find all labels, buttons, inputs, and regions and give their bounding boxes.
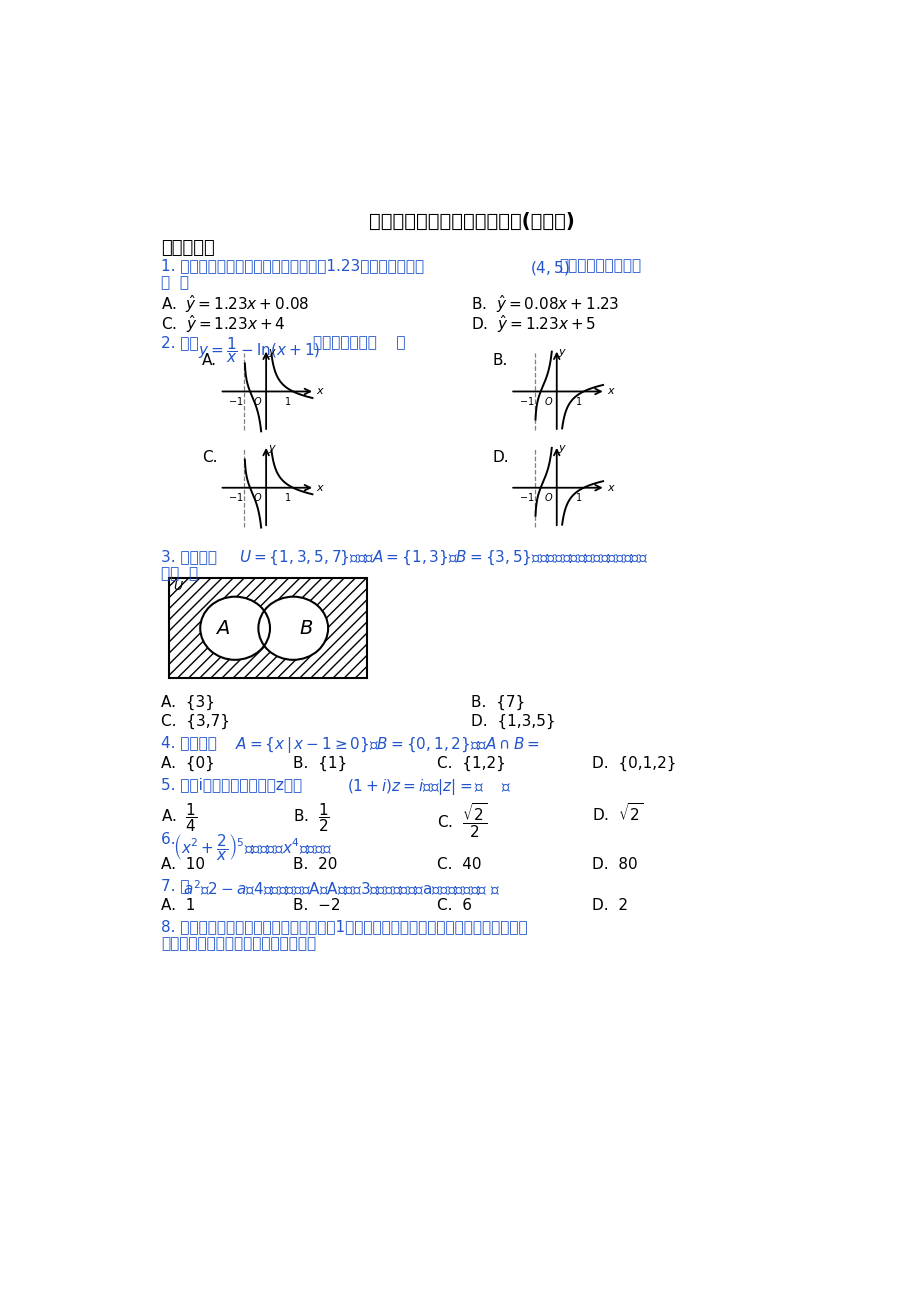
Ellipse shape bbox=[258, 596, 328, 660]
Text: B.  20: B. 20 bbox=[293, 857, 337, 872]
Text: $(1+i)z=i$，则$|z|=$（    ）: $(1+i)z=i$，则$|z|=$（ ） bbox=[347, 777, 512, 797]
Text: $1$: $1$ bbox=[284, 395, 291, 406]
Text: D.: D. bbox=[492, 449, 508, 465]
Text: 的图象大致为（    ）: 的图象大致为（ ） bbox=[312, 335, 404, 350]
Text: D.  $\hat{y}=1.23x+5$: D. $\hat{y}=1.23x+5$ bbox=[471, 314, 596, 335]
Text: 为（  ）: 为（ ） bbox=[162, 566, 199, 581]
Text: A.  $\dfrac{1}{4}$: A. $\dfrac{1}{4}$ bbox=[162, 802, 198, 835]
Text: $y$: $y$ bbox=[558, 444, 567, 456]
Text: B.  $\hat{y}=0.08x+1.23$: B. $\hat{y}=0.08x+1.23$ bbox=[471, 293, 619, 315]
Text: C.  {1,2}: C. {1,2} bbox=[437, 755, 505, 771]
Text: D.  {1,3,5}: D. {1,3,5} bbox=[471, 713, 555, 729]
Text: $1$: $1$ bbox=[574, 395, 582, 406]
Text: 7. 由: 7. 由 bbox=[162, 879, 190, 893]
Text: $-1$: $-1$ bbox=[518, 395, 534, 406]
Text: B.  −2: B. −2 bbox=[293, 898, 340, 913]
Text: A.  1: A. 1 bbox=[162, 898, 196, 913]
Text: A.  {0}: A. {0} bbox=[162, 755, 215, 771]
Ellipse shape bbox=[200, 596, 269, 660]
Text: ，则回归直线方程为: ，则回归直线方程为 bbox=[559, 259, 641, 273]
Text: 8. 如图所示，网格纸上小正方形的边长为1，粗线画出的是由一个棱柱挖去一个棱锥后的: 8. 如图所示，网格纸上小正方形的边长为1，粗线画出的是由一个棱柱挖去一个棱锥后… bbox=[162, 919, 528, 935]
Text: 2. 函数: 2. 函数 bbox=[162, 335, 199, 350]
Text: $O$: $O$ bbox=[543, 395, 552, 406]
Text: 3. 已知全集: 3. 已知全集 bbox=[162, 549, 217, 564]
Text: A.: A. bbox=[201, 353, 217, 368]
Text: $1$: $1$ bbox=[574, 491, 582, 503]
Text: A.  {3}: A. {3} bbox=[162, 695, 215, 711]
Text: C.: C. bbox=[201, 449, 217, 465]
Text: B.: B. bbox=[492, 353, 507, 368]
Text: $O$: $O$ bbox=[253, 395, 262, 406]
Text: C.  $\dfrac{\sqrt{2}}{2}$: C. $\dfrac{\sqrt{2}}{2}$ bbox=[437, 802, 486, 840]
Text: D.  {0,1,2}: D. {0,1,2} bbox=[591, 755, 675, 771]
Text: C.  {3,7}: C. {3,7} bbox=[162, 713, 231, 729]
Text: $-1$: $-1$ bbox=[228, 491, 244, 503]
Text: 5. 已知i为虚数单位，复数z满足: 5. 已知i为虚数单位，复数z满足 bbox=[162, 777, 302, 792]
Text: 一、选择题: 一、选择题 bbox=[162, 240, 215, 258]
Text: C.  $\hat{y}=1.23x+4$: C. $\hat{y}=1.23x+4$ bbox=[162, 314, 286, 335]
Text: $U=\{1,3,5,7\}$，集合$A=\{1,3\}$，$B=\{3,5\}$，则如图所示阴影区域表示的集合: $U=\{1,3,5,7\}$，集合$A=\{1,3\}$，$B=\{3,5\}… bbox=[239, 549, 648, 568]
Text: $y$: $y$ bbox=[267, 444, 277, 456]
Text: D.  $\sqrt{2}$: D. $\sqrt{2}$ bbox=[591, 802, 642, 823]
Text: $1$: $1$ bbox=[284, 491, 291, 503]
Text: B.  {1}: B. {1} bbox=[293, 755, 347, 771]
Text: A.  $\hat{y}=1.23x+0.08$: A. $\hat{y}=1.23x+0.08$ bbox=[162, 293, 310, 315]
Bar bbox=[169, 578, 367, 678]
Text: $x$: $x$ bbox=[316, 483, 325, 492]
Text: D.  2: D. 2 bbox=[591, 898, 627, 913]
Text: A.  10: A. 10 bbox=[162, 857, 205, 872]
Text: $y$: $y$ bbox=[558, 348, 567, 359]
Text: C.  40: C. 40 bbox=[437, 857, 481, 872]
Text: $a^2$，$2-a$，$4$组成一个集合A，A中含有3个元素，则实数a的取值可以是（ ）: $a^2$，$2-a$，$4$组成一个集合A，A中含有3个元素，则实数a的取值可… bbox=[183, 879, 500, 898]
Text: U: U bbox=[173, 579, 182, 592]
Text: $B$: $B$ bbox=[299, 618, 312, 638]
Text: $x$: $x$ bbox=[316, 387, 325, 397]
Text: B.  $\dfrac{1}{2}$: B. $\dfrac{1}{2}$ bbox=[293, 802, 330, 835]
Text: 6.: 6. bbox=[162, 832, 181, 848]
Text: $A=\{x\,|\,x-1\geq0\}$，$B=\{0,1,2\}$，则$A\cap B=$: $A=\{x\,|\,x-1\geq0\}$，$B=\{0,1,2\}$，则$A… bbox=[235, 736, 539, 755]
Text: $O$: $O$ bbox=[253, 491, 262, 503]
Text: $O$: $O$ bbox=[543, 491, 552, 503]
Text: $y$: $y$ bbox=[267, 348, 277, 359]
Text: $(4,5)$: $(4,5)$ bbox=[529, 259, 569, 276]
Text: （  ）: （ ） bbox=[162, 276, 189, 290]
Text: $y=\dfrac{1}{x}-\ln(x+1)$: $y=\dfrac{1}{x}-\ln(x+1)$ bbox=[198, 335, 320, 365]
Text: 几何体的三视图，则该几何体的体积为: 几何体的三视图，则该几何体的体积为 bbox=[162, 936, 316, 952]
Text: 4. 已知集合: 4. 已知集合 bbox=[162, 736, 217, 750]
Text: $x$: $x$ bbox=[607, 387, 616, 397]
Text: C.  6: C. 6 bbox=[437, 898, 471, 913]
Text: $A$: $A$ bbox=[215, 618, 230, 638]
Text: $\left(x^2+\dfrac{2}{x}\right)^5$的展开式中$x^4$的系数为: $\left(x^2+\dfrac{2}{x}\right)^5$的展开式中$x… bbox=[173, 832, 332, 862]
Text: $-1$: $-1$ bbox=[518, 491, 534, 503]
Text: B.  {7}: B. {7} bbox=[471, 695, 525, 711]
Text: $-1$: $-1$ bbox=[228, 395, 244, 406]
Text: D.  80: D. 80 bbox=[591, 857, 637, 872]
Text: 1. 已知回归直线方程中斜率的估计值为1.23，样本点的中心: 1. 已知回归直线方程中斜率的估计值为1.23，样本点的中心 bbox=[162, 259, 425, 273]
Text: 《好题》高三数学下期末试卷(附答案): 《好题》高三数学下期末试卷(附答案) bbox=[369, 212, 573, 230]
Text: $x$: $x$ bbox=[607, 483, 616, 492]
